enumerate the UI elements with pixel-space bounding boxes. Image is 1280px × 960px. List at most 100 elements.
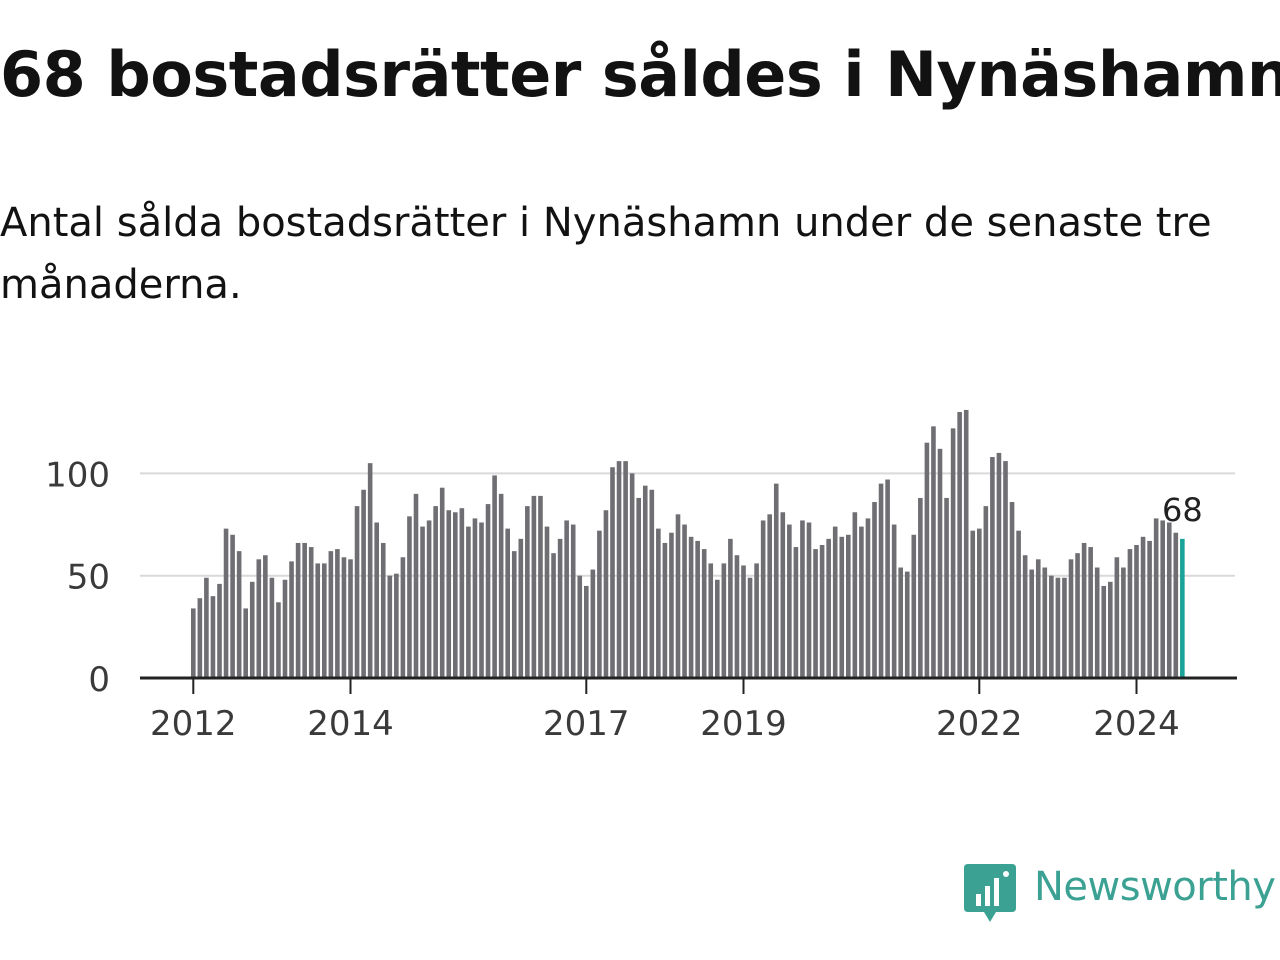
bar [1147, 540, 1152, 678]
y-tick-label: 0 [88, 660, 110, 700]
bar [787, 524, 792, 678]
bar [348, 559, 353, 678]
bar [780, 512, 786, 678]
bar [197, 598, 203, 678]
bar [839, 536, 845, 678]
bar [826, 538, 831, 678]
bar [217, 583, 222, 678]
bar [1042, 567, 1048, 678]
bar [983, 506, 989, 678]
bar [937, 448, 943, 678]
bar [1127, 549, 1133, 678]
brand-name: Newsworthy [1034, 864, 1276, 910]
bar [570, 524, 576, 678]
bar [610, 467, 615, 678]
bar [263, 555, 268, 678]
bar [256, 559, 262, 678]
bar [970, 530, 976, 678]
bar [472, 518, 478, 678]
bar [669, 532, 674, 678]
bar [544, 526, 550, 678]
bar [747, 577, 753, 678]
bar [918, 497, 923, 678]
bar [885, 479, 890, 678]
bar [1049, 575, 1054, 678]
bar-chart-speech-bubble-icon [964, 864, 1016, 922]
bar [1134, 545, 1139, 678]
bar [846, 534, 851, 678]
bar [904, 571, 910, 678]
bar [1121, 567, 1126, 678]
bar [453, 512, 458, 678]
bar [990, 457, 995, 678]
bar [1166, 522, 1172, 678]
bar [1173, 532, 1179, 678]
bar [387, 575, 393, 678]
x-tick-label: 2012 [150, 704, 237, 744]
bar [204, 577, 209, 678]
bar [950, 428, 956, 678]
bar [793, 547, 799, 678]
bar [623, 461, 628, 678]
bar [1088, 547, 1093, 678]
bar [734, 555, 740, 678]
bar [590, 569, 596, 678]
bar [413, 493, 419, 678]
x-tick-label: 2024 [1093, 704, 1180, 744]
data-label-latest: 68 [1162, 491, 1203, 529]
bar [269, 577, 275, 678]
bar [230, 534, 235, 678]
bar [642, 485, 648, 678]
bar [891, 524, 897, 678]
bar [924, 442, 930, 678]
bar [859, 526, 864, 678]
bar [944, 497, 949, 678]
bar [1022, 555, 1028, 678]
bar [538, 495, 543, 678]
bar [466, 526, 471, 678]
y-tick-label: 50 [67, 558, 110, 598]
bar [400, 557, 406, 678]
bar [597, 530, 602, 678]
bar [505, 528, 510, 678]
bar [1035, 559, 1041, 678]
bar [302, 542, 307, 678]
bar [243, 608, 248, 678]
bar [977, 528, 982, 678]
bar [210, 596, 216, 678]
bar [1055, 577, 1061, 678]
bar [551, 553, 556, 678]
bar [367, 463, 373, 678]
bar [518, 538, 524, 678]
bar [439, 487, 445, 678]
bar [688, 536, 694, 678]
bar [819, 545, 825, 678]
bar [1062, 577, 1067, 678]
bar [682, 524, 687, 678]
bar [629, 473, 635, 678]
bar [1075, 553, 1080, 678]
bar [1068, 559, 1074, 678]
bar [446, 510, 452, 678]
bar [872, 502, 877, 678]
bar [394, 573, 399, 678]
bar [308, 547, 314, 678]
bar [695, 540, 700, 678]
bar [479, 522, 484, 678]
bar [564, 520, 569, 678]
bar [957, 412, 962, 678]
bar [898, 567, 903, 678]
bar [741, 565, 746, 678]
bar [249, 581, 255, 678]
bar [800, 520, 805, 678]
bar [276, 602, 281, 678]
bar [420, 526, 425, 678]
bar [295, 542, 301, 678]
bar [485, 504, 491, 678]
bar [1003, 461, 1008, 678]
bar [433, 506, 438, 678]
bar [754, 563, 759, 678]
bar [1101, 585, 1107, 678]
bar [1140, 536, 1146, 678]
bar [223, 528, 229, 678]
